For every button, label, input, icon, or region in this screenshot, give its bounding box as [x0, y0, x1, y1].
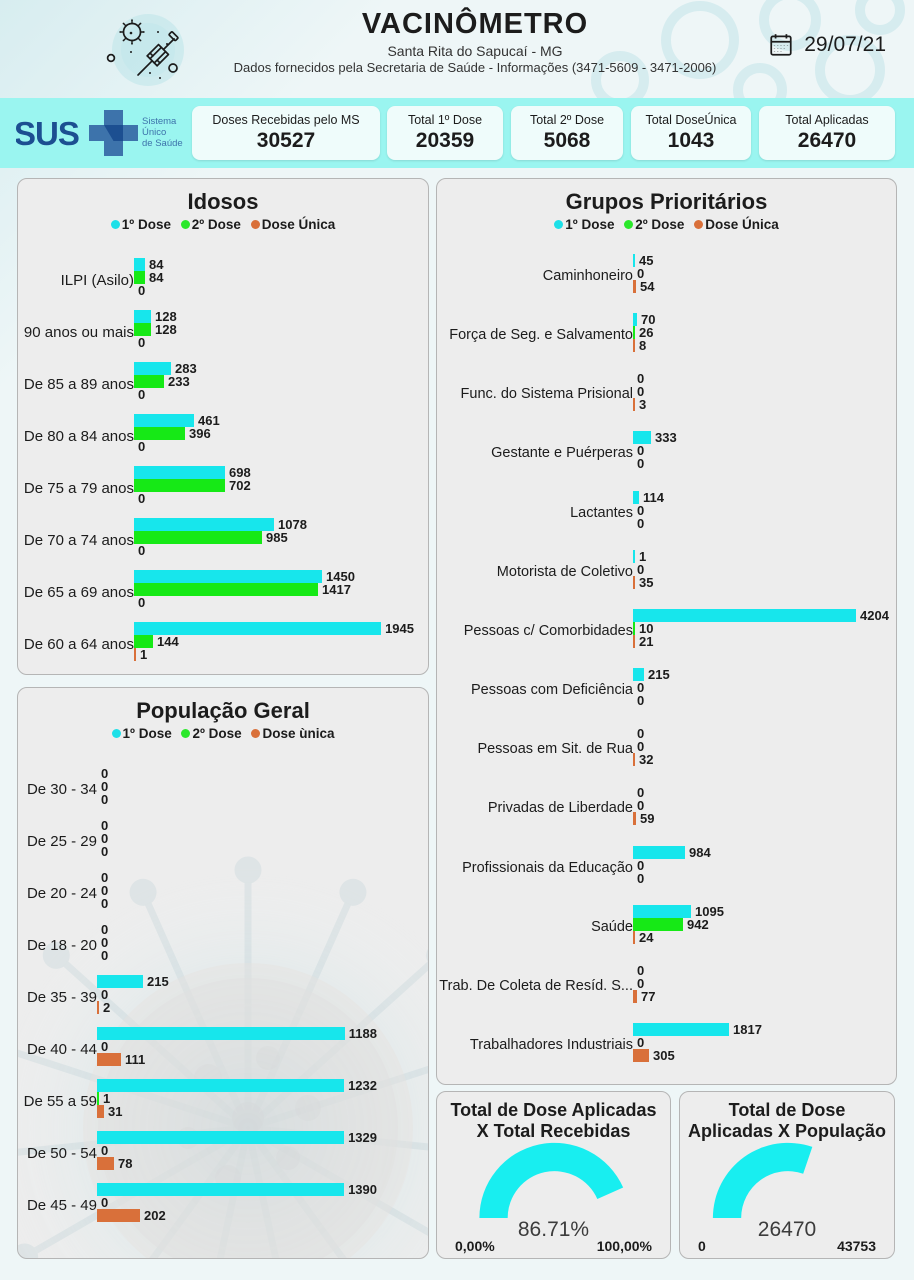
svg-text:Único: Único	[142, 127, 166, 138]
svg-text:Sistema: Sistema	[142, 116, 177, 127]
svg-text:SUS: SUS	[16, 115, 79, 152]
svg-text:de Saúde: de Saúde	[142, 138, 183, 149]
